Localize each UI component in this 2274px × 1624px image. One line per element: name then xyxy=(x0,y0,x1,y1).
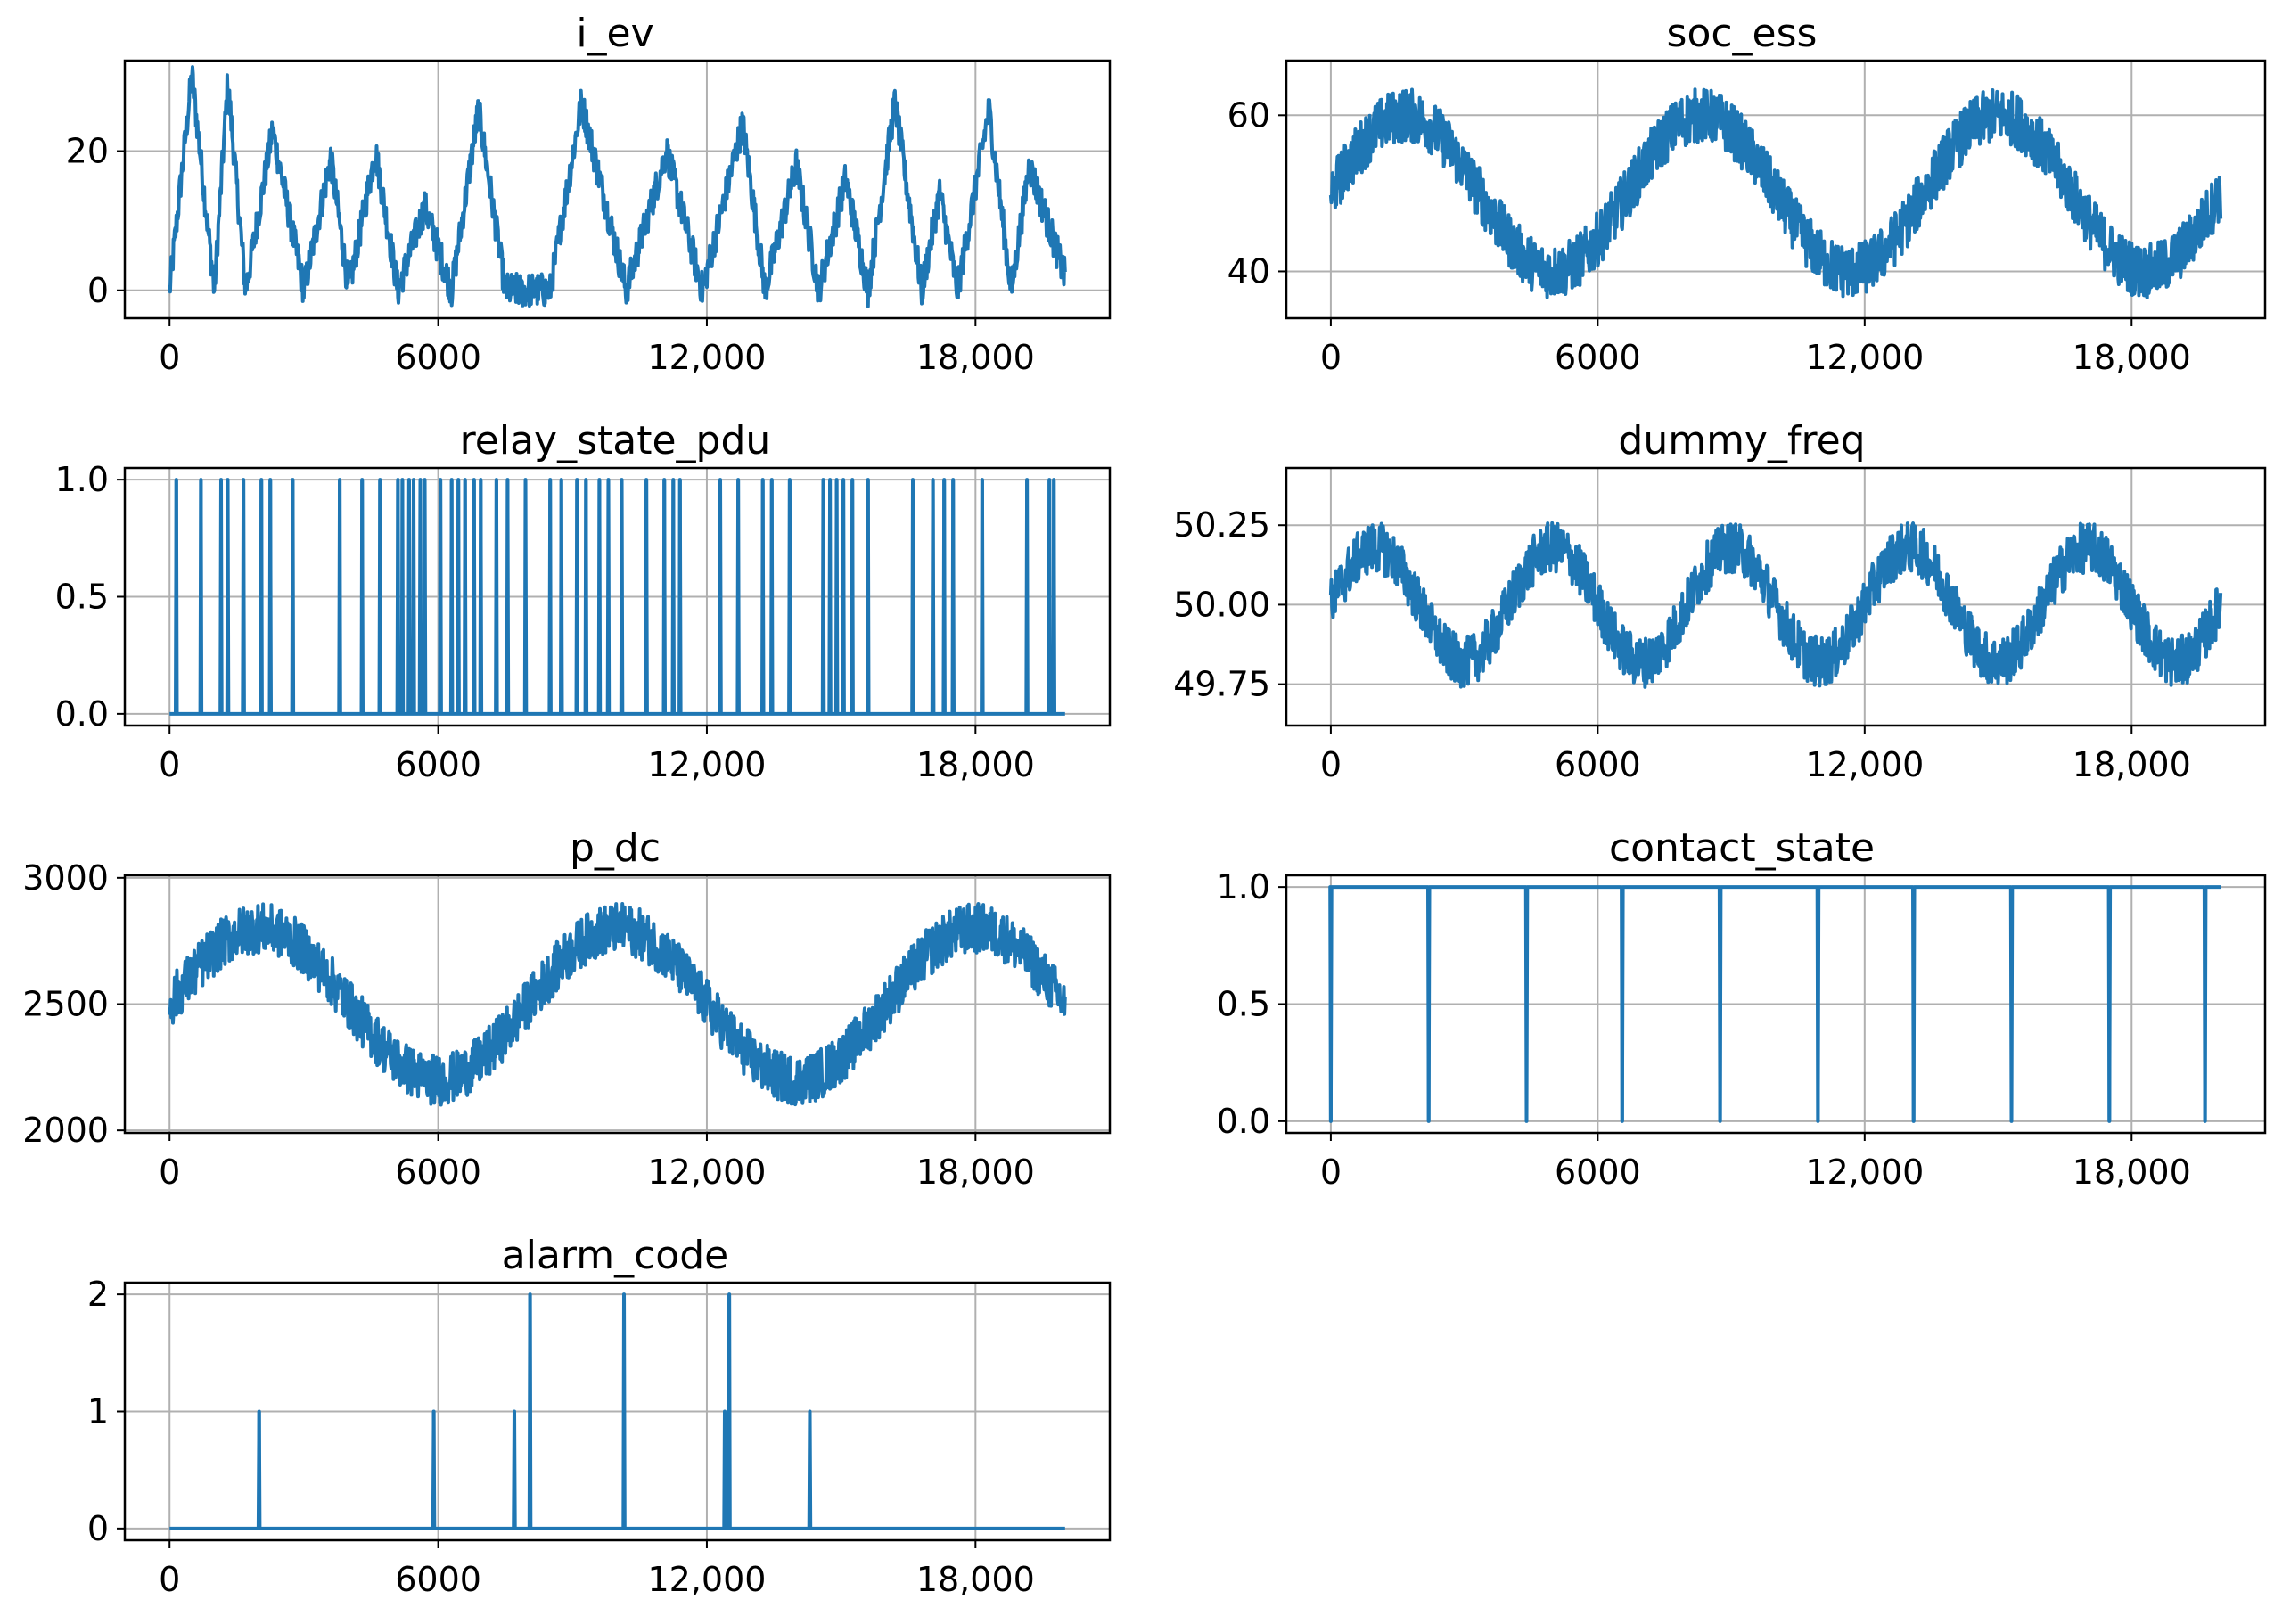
x-tick-label: 12,000 xyxy=(647,745,766,784)
axes-frame xyxy=(1285,466,2267,727)
x-tick-label: 18,000 xyxy=(916,338,1035,377)
y-tick-label: 49.75 xyxy=(1173,665,1270,704)
x-tick-label: 12,000 xyxy=(647,338,766,377)
subplot-relay-state-pdu: relay_state_pdu 0 6000 12,000 18,000 0.0 0.5 1… xyxy=(55,418,1112,784)
y-tick-label: 1.0 xyxy=(55,460,109,499)
y-tick-label: 60 xyxy=(1227,95,1270,135)
y-tick-label: 2000 xyxy=(22,1111,109,1150)
subplot-title: p_dc xyxy=(570,825,661,871)
y-tick-label: 3000 xyxy=(22,858,109,898)
x-tick-label: 0 xyxy=(1320,745,1342,784)
y-tick-label: 20 xyxy=(66,132,109,171)
series-line xyxy=(1328,521,2223,689)
subplot-soc-ess: soc_ess 0 6000 12,000 18,000 40 60 xyxy=(1227,11,2267,377)
x-tick-label: 6000 xyxy=(395,1560,481,1599)
y-tick-label: 0.5 xyxy=(55,578,109,617)
subplot-title: soc_ess xyxy=(1667,11,1818,56)
subplot-title: i_ev xyxy=(576,11,653,56)
x-tick-label: 0 xyxy=(1320,1152,1342,1192)
x-tick-label: 18,000 xyxy=(916,1152,1035,1192)
subplot-p-dc: p_dc 0 6000 12,000 18,000 2000 2500 3000 xyxy=(22,825,1112,1192)
x-tick-label: 0 xyxy=(159,1152,180,1192)
y-tick-label: 40 xyxy=(1227,251,1270,291)
x-tick-label: 6000 xyxy=(395,745,481,784)
x-tick-label: 18,000 xyxy=(2073,338,2191,377)
x-tick-label: 6000 xyxy=(395,1152,481,1192)
y-tick-label: 0 xyxy=(87,271,109,310)
x-tick-label: 12,000 xyxy=(1805,338,1924,377)
subplot-dummy-freq: dummy_freq 0 6000 12,000 18,000 49.75 50.00 50… xyxy=(1173,418,2267,784)
axes-frame xyxy=(123,59,1112,320)
x-tick-label: 18,000 xyxy=(916,745,1035,784)
series-line xyxy=(1328,87,2223,300)
y-tick-label: 50.25 xyxy=(1173,505,1270,545)
x-tick-label: 12,000 xyxy=(647,1560,766,1599)
x-tick-label: 0 xyxy=(1320,338,1342,377)
y-tick-label: 2500 xyxy=(22,985,109,1024)
x-tick-label: 6000 xyxy=(395,338,481,377)
subplot-title: dummy_freq xyxy=(1618,418,1865,463)
y-tick-label: 0.5 xyxy=(1217,985,1270,1024)
y-tick-label: 0.0 xyxy=(55,694,109,734)
y-tick-label: 50.00 xyxy=(1173,585,1270,624)
x-tick-label: 6000 xyxy=(1555,745,1641,784)
x-tick-label: 18,000 xyxy=(2073,1152,2191,1192)
y-tick-label: 1.0 xyxy=(1217,867,1270,906)
y-tick-label: 0.0 xyxy=(1217,1102,1270,1141)
y-tick-label: 1 xyxy=(87,1392,109,1431)
axes-frame xyxy=(1285,59,2267,320)
x-tick-label: 6000 xyxy=(1555,338,1641,377)
x-tick-label: 0 xyxy=(159,745,180,784)
y-tick-label: 0 xyxy=(87,1509,109,1548)
subplot-i-ev: i_ev 0 6000 12,000 18,000 0 20 xyxy=(66,11,1112,377)
subplot-title: relay_state_pdu xyxy=(460,418,771,463)
x-tick-label: 18,000 xyxy=(2073,745,2191,784)
x-tick-label: 12,000 xyxy=(647,1152,766,1192)
subplot-alarm-code: alarm_code 0 6000 12,000 18,000 0 1 2 xyxy=(87,1233,1112,1599)
x-tick-label: 0 xyxy=(159,1560,180,1599)
subplot-title: alarm_code xyxy=(502,1233,728,1278)
subplot-contact-state: contact_state 0 6000 12,000 18,000 0.0 0.5 1.0 xyxy=(1217,825,2267,1192)
series-line xyxy=(168,902,1067,1107)
x-tick-label: 12,000 xyxy=(1805,745,1924,784)
x-tick-label: 0 xyxy=(159,338,180,377)
subplot-title: contact_state xyxy=(1609,825,1875,871)
x-tick-label: 18,000 xyxy=(916,1560,1035,1599)
x-tick-label: 6000 xyxy=(1555,1152,1641,1192)
x-tick-label: 12,000 xyxy=(1805,1152,1924,1192)
series-line xyxy=(168,65,1067,308)
y-tick-label: 2 xyxy=(87,1275,109,1314)
